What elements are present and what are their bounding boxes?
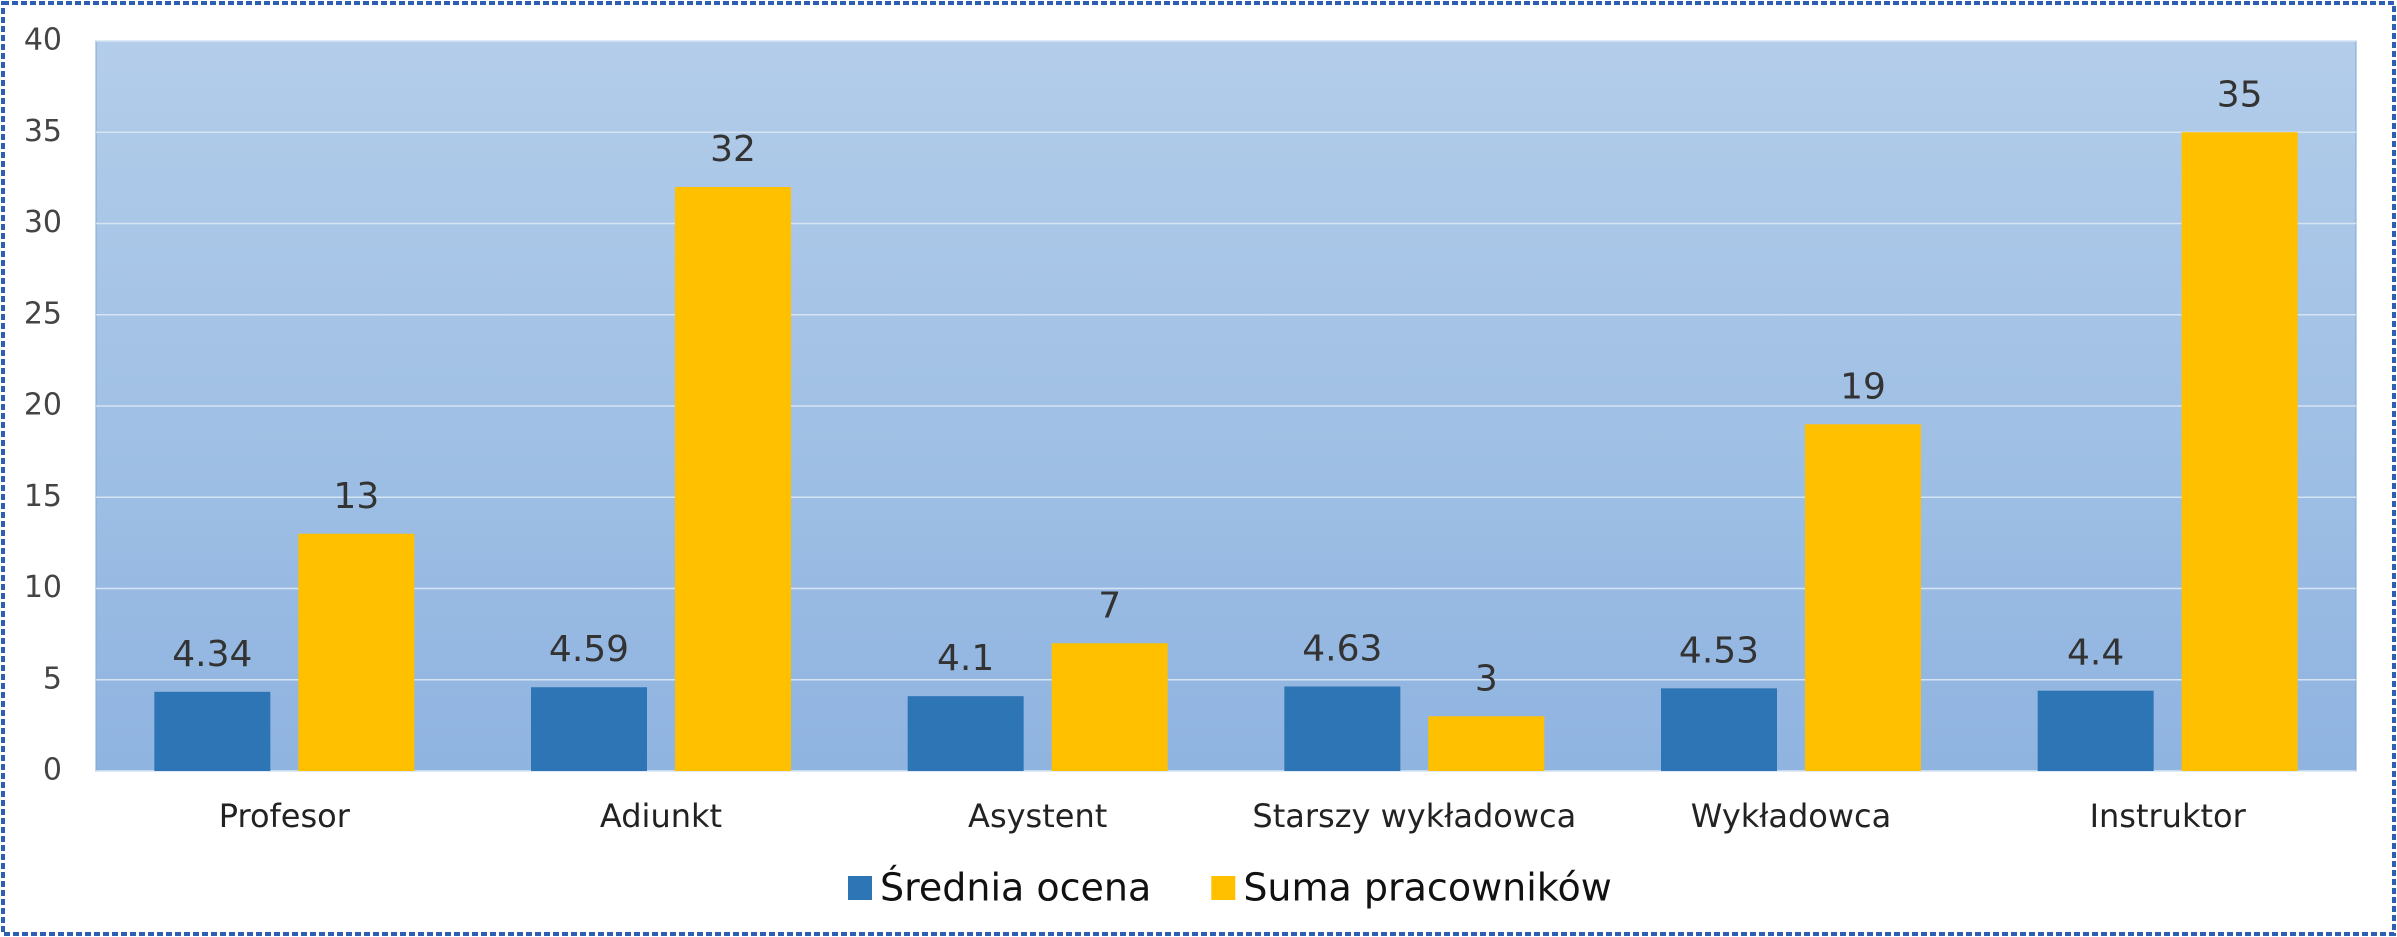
bar [1284, 686, 1401, 771]
bar [1428, 716, 1545, 771]
value-label: 3 [1475, 658, 1498, 699]
x-tick-label: Profesor [219, 797, 351, 835]
value-label: 4.53 [1679, 630, 1759, 671]
bar [154, 691, 271, 771]
value-label: 32 [710, 129, 756, 170]
y-tick-label: 0 [43, 753, 62, 788]
legend-label: Suma pracowników [1243, 866, 1611, 910]
value-label: 19 [1840, 366, 1886, 407]
bar [531, 687, 647, 771]
y-tick-label: 15 [24, 479, 62, 514]
bar [675, 187, 791, 771]
x-tick-label: Starszy wykładowca [1252, 797, 1576, 835]
y-tick-label: 10 [24, 570, 62, 605]
value-label: 4.1 [937, 638, 994, 679]
x-tick-label: Adiunkt [600, 797, 722, 835]
value-label: 13 [333, 476, 379, 517]
legend-swatch [1211, 876, 1236, 900]
x-tick-label: Instruktor [2090, 797, 2247, 835]
legend-label: Średnia ocena [880, 866, 1151, 910]
y-tick-label: 25 [24, 296, 62, 331]
x-tick-label: Asystent [968, 797, 1107, 835]
bar [907, 696, 1024, 771]
value-label: 4.59 [549, 629, 629, 670]
value-label: 4.63 [1302, 629, 1382, 670]
y-tick-label: 5 [43, 661, 62, 696]
value-label: 4.34 [172, 634, 252, 675]
bar [2181, 132, 2298, 771]
bar [298, 533, 415, 771]
x-tick-label: Wykładowca [1691, 797, 1892, 835]
value-label: 35 [2217, 74, 2263, 115]
legend-swatch [848, 876, 872, 900]
bar [1661, 688, 1777, 771]
y-tick-label: 20 [24, 388, 62, 423]
y-tick-label: 40 [24, 23, 62, 58]
value-label: 4.4 [2067, 633, 2124, 674]
value-label: 7 [1098, 585, 1121, 626]
y-tick-label: 30 [24, 205, 62, 240]
y-tick-label: 35 [24, 114, 62, 149]
bar [2037, 690, 2154, 771]
bar [1805, 424, 1921, 771]
bar [1051, 643, 1168, 771]
